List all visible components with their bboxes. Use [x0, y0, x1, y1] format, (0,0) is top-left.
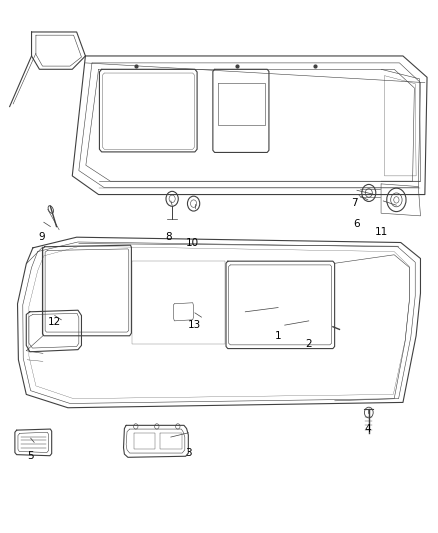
Text: 7: 7 [351, 198, 358, 207]
Text: 8: 8 [165, 232, 172, 242]
Text: 5: 5 [27, 451, 34, 461]
Text: 2: 2 [305, 339, 312, 349]
Text: 4: 4 [364, 424, 371, 434]
Text: 13: 13 [188, 320, 201, 330]
Text: 6: 6 [353, 219, 360, 229]
Text: 11: 11 [374, 227, 388, 237]
Text: 9: 9 [38, 232, 45, 242]
Text: 3: 3 [185, 448, 192, 458]
Text: 1: 1 [275, 331, 282, 341]
Text: 10: 10 [186, 238, 199, 247]
Text: 12: 12 [48, 318, 61, 327]
